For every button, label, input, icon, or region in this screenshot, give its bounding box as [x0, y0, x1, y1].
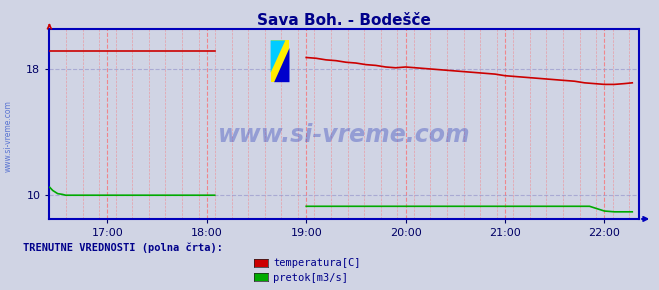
Polygon shape — [274, 48, 289, 82]
Bar — [271, 40, 289, 82]
Polygon shape — [271, 40, 285, 73]
Text: TRENUTNE VREDNOSTI (polna črta):: TRENUTNE VREDNOSTI (polna črta): — [23, 242, 223, 253]
Text: www.si-vreme.com: www.si-vreme.com — [218, 123, 471, 147]
Text: temperatura[C]: temperatura[C] — [273, 258, 361, 268]
Text: pretok[m3/s]: pretok[m3/s] — [273, 273, 349, 282]
Title: Sava Boh. - Bodešče: Sava Boh. - Bodešče — [258, 13, 431, 28]
Text: www.si-vreme.com: www.si-vreme.com — [4, 100, 13, 172]
